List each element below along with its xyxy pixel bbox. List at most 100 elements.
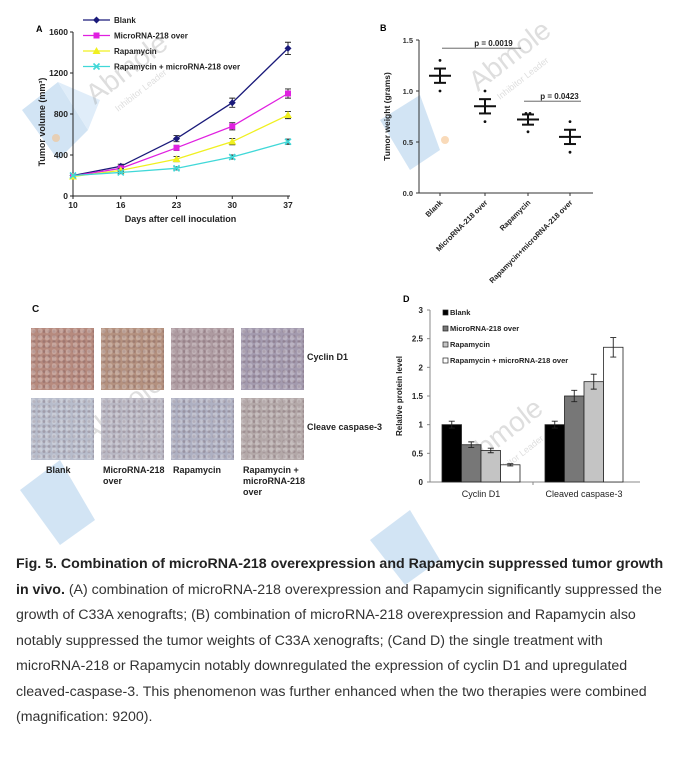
data-point — [528, 112, 532, 115]
data-point — [229, 123, 236, 130]
ihc-image-cyclin-d1-4 — [241, 328, 304, 390]
panel-a-letter: A — [36, 24, 43, 34]
x-tick-label: 23 — [172, 200, 182, 210]
legend-marker — [92, 47, 101, 54]
bar — [583, 381, 604, 483]
legend-label: MicroRNA-218 over — [450, 324, 519, 333]
error-bar — [487, 447, 494, 454]
y-tick-label: 3 — [419, 306, 424, 315]
data-point — [524, 112, 528, 115]
data-point — [117, 168, 125, 176]
y-tick-label: 800 — [54, 109, 68, 119]
data-point — [228, 137, 237, 145]
y-axis-label: Relative protein level — [395, 356, 404, 436]
y-tick-label: 2.5 — [412, 335, 424, 344]
x-axis-label: Days after cell inoculation — [125, 214, 237, 224]
data-point — [285, 90, 291, 97]
data-point — [526, 130, 530, 134]
x-tick-label: 10 — [68, 200, 78, 210]
y-tick-label: 1 — [419, 421, 424, 430]
chart-a-tumor-volume: A 0 400 800 1200 1600 10 16 23 30 37 Days after cel… — [36, 16, 293, 224]
y-tick-label: 0 — [63, 191, 68, 201]
y-tick-label: 400 — [54, 150, 68, 160]
y-axis-label: Tumor volume (mm³) — [37, 78, 47, 167]
error-bar — [468, 441, 475, 449]
legend-marker — [93, 32, 100, 39]
data-point — [483, 89, 487, 93]
data-point — [284, 111, 292, 119]
bar — [544, 424, 565, 483]
series-rapamycin-microrna-218-over: Rapamycin + microRNA-218 over — [442, 337, 624, 483]
data-point — [438, 59, 442, 62]
bar — [480, 450, 501, 483]
bar — [461, 444, 482, 483]
legend-label: Rapamycin — [114, 47, 157, 56]
ihc-image-cleaved-caspase-3-1 — [31, 398, 94, 460]
error-bar — [590, 373, 597, 390]
ihc-row-label: Cyclin D1 — [307, 352, 349, 362]
legend-label: MicroRNA-218 over — [114, 32, 188, 41]
bar — [564, 395, 585, 483]
bar — [500, 464, 521, 483]
y-tick-label: 1200 — [49, 68, 68, 78]
legend-marker — [92, 62, 101, 71]
legend-swatch — [442, 325, 449, 332]
y-tick-label: 1600 — [49, 27, 68, 37]
chart-d-protein-level: D 0 0.5 1 1.5 2 2.5 3 Relative protein level Cycl… — [395, 294, 640, 499]
x-category-label: Cleaved caspase-3 — [545, 489, 622, 499]
data-point — [172, 164, 181, 172]
y-tick-label: 1.5 — [412, 392, 424, 401]
error-bar — [448, 420, 455, 429]
series-rapamycin: Rapamycin — [442, 340, 604, 483]
series-blank: Blank — [441, 308, 565, 483]
legend-label: Rapamycin + microRNA-218 over — [450, 356, 568, 365]
data-point — [284, 44, 292, 52]
x-category-label: Cyclin D1 — [462, 489, 501, 499]
ihc-image-cleaved-caspase-3-2 — [101, 398, 164, 460]
data-point — [568, 150, 572, 154]
ihc-image-cyclin-d1-1 — [31, 328, 94, 390]
legend-swatch — [442, 357, 449, 364]
legend-swatch — [442, 309, 449, 316]
legend-label: Blank — [450, 308, 471, 317]
ihc-column-label: MicroRNA-218 over — [103, 465, 165, 486]
data-point — [483, 120, 487, 123]
data-point — [173, 135, 181, 143]
bar — [441, 424, 462, 483]
p-value-label: p = 0.0423 — [540, 92, 579, 101]
data-point — [69, 171, 77, 180]
data-point — [568, 120, 572, 123]
legend-marker — [93, 16, 100, 24]
group-0 — [429, 59, 451, 93]
data-point — [228, 99, 236, 107]
error-bar — [551, 420, 558, 429]
y-tick-label: 1.5 — [403, 36, 413, 45]
panel-c-letter: C — [32, 304, 40, 315]
legend-swatch — [442, 341, 449, 348]
x-tick-label: 37 — [283, 200, 293, 210]
data-point — [228, 153, 236, 161]
legend-label: Rapamycin + microRNA-218 over — [114, 63, 240, 72]
group-2 — [517, 112, 539, 134]
series-rapamycin: Rapamycin — [69, 47, 292, 180]
legend-label: Blank — [114, 16, 136, 25]
ihc-column-label: Blank — [46, 465, 71, 475]
y-tick-label: 0.5 — [403, 138, 413, 147]
y-tick-label: 0 — [419, 478, 424, 487]
ihc-column-label: Rapamycin + microRNA-218 over — [243, 465, 306, 497]
caption-title: Fig. 5. Combination of microRNA-218 over… — [16, 556, 664, 598]
ihc-row-label: Cleave caspase-3 — [307, 422, 383, 432]
bar — [603, 346, 624, 483]
p-value-label: p = 0.0019 — [474, 39, 513, 48]
data-point — [173, 144, 180, 151]
legend-label: Rapamycin — [450, 340, 490, 349]
error-bar — [507, 463, 514, 467]
group-3 — [559, 120, 581, 154]
panel-b-letter: B — [380, 23, 387, 33]
ihc-image-cyclin-d1-2 — [101, 328, 164, 390]
y-tick-label: 0.5 — [412, 449, 424, 458]
data-point — [172, 155, 181, 163]
x-tick-label: 16 — [116, 200, 126, 210]
caption-body: (A) combination of microRNA-218 overexpr… — [16, 581, 662, 726]
